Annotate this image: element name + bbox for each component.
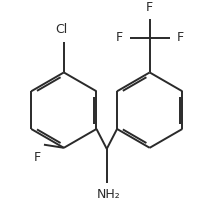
Text: F: F [115, 31, 123, 44]
Text: Cl: Cl [56, 23, 68, 36]
Text: NH₂: NH₂ [97, 188, 121, 201]
Text: F: F [146, 1, 153, 14]
Text: F: F [177, 31, 184, 44]
Text: F: F [34, 151, 41, 164]
